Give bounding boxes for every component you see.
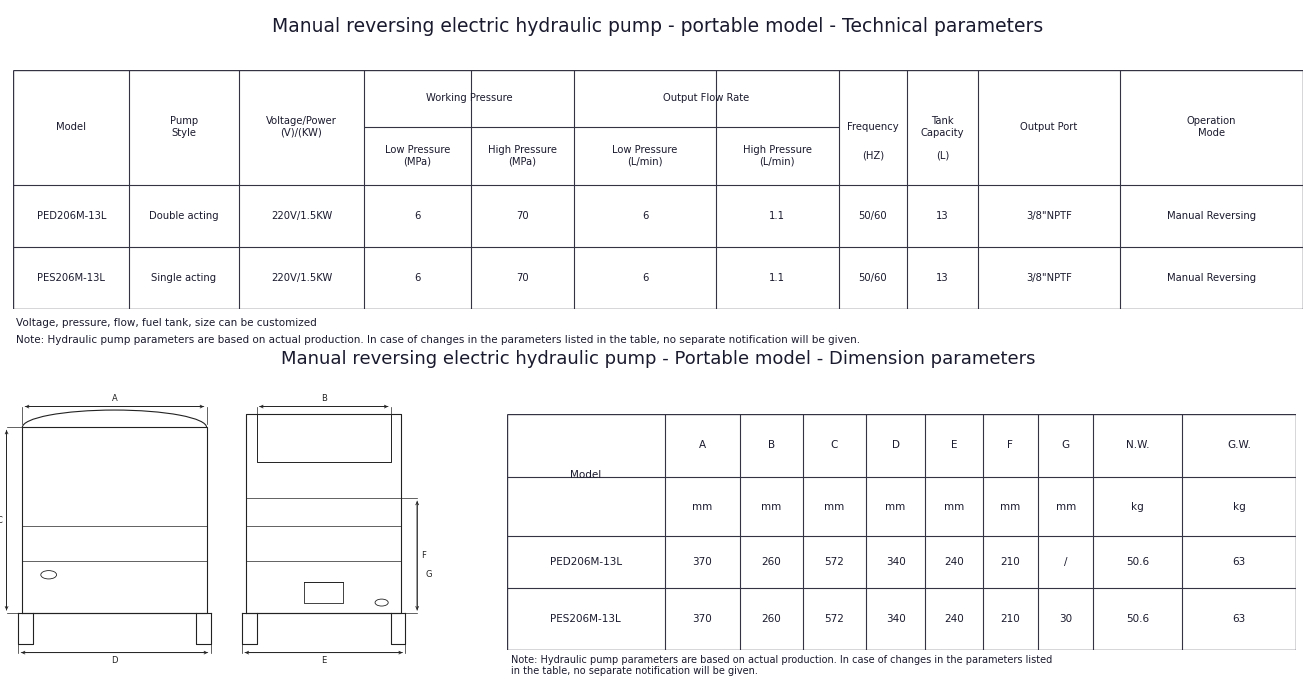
Text: A: A <box>699 441 705 450</box>
Text: Manual Reversing: Manual Reversing <box>1167 211 1255 221</box>
Text: mm: mm <box>824 502 845 512</box>
Text: mm: mm <box>1000 502 1020 512</box>
Text: A: A <box>112 394 117 403</box>
Text: Pump
Style: Pump Style <box>170 116 199 138</box>
Text: C: C <box>0 516 3 525</box>
Text: G: G <box>1062 441 1070 450</box>
Text: F: F <box>421 551 426 560</box>
Text: Output Port: Output Port <box>1020 122 1078 132</box>
Text: Low Pressure
(L/min): Low Pressure (L/min) <box>612 145 678 167</box>
Text: 260: 260 <box>761 614 782 624</box>
Text: mm: mm <box>1055 502 1075 512</box>
Text: 70: 70 <box>516 273 529 283</box>
Text: Manual reversing electric hydraulic pump - portable model - Technical parameters: Manual reversing electric hydraulic pump… <box>272 17 1044 36</box>
Text: 1.1: 1.1 <box>770 211 786 221</box>
Text: Frequency: Frequency <box>848 122 899 132</box>
Text: G.W.: G.W. <box>1227 441 1252 450</box>
Text: N.W.: N.W. <box>1125 441 1149 450</box>
Text: kg: kg <box>1233 502 1245 512</box>
Text: 210: 210 <box>1000 557 1020 567</box>
Text: 50/60: 50/60 <box>858 211 887 221</box>
Text: 220V/1.5KW: 220V/1.5KW <box>271 273 332 283</box>
Text: 572: 572 <box>824 557 845 567</box>
Text: B: B <box>767 441 775 450</box>
Text: E: E <box>950 441 957 450</box>
Text: 3/8"NPTF: 3/8"NPTF <box>1026 273 1071 283</box>
Text: 210: 210 <box>1000 614 1020 624</box>
Text: 63: 63 <box>1232 614 1246 624</box>
Text: 50.6: 50.6 <box>1126 557 1149 567</box>
Text: 50.6: 50.6 <box>1126 614 1149 624</box>
Text: 13: 13 <box>936 273 949 283</box>
Text: 6: 6 <box>415 273 421 283</box>
Text: Output Flow Rate: Output Flow Rate <box>663 93 750 104</box>
Text: Single acting: Single acting <box>151 273 217 283</box>
Text: 6: 6 <box>415 211 421 221</box>
Text: PED206M-13L: PED206M-13L <box>550 557 621 567</box>
Text: Double acting: Double acting <box>149 211 218 221</box>
Text: 340: 340 <box>886 614 905 624</box>
Text: 370: 370 <box>692 614 712 624</box>
Text: 63: 63 <box>1232 557 1246 567</box>
Text: High Pressure
(L/min): High Pressure (L/min) <box>742 145 812 167</box>
Text: D: D <box>112 656 117 665</box>
Text: D: D <box>891 441 900 450</box>
Text: (L): (L) <box>936 151 949 161</box>
Text: Voltage/Power
(V)/(KW): Voltage/Power (V)/(KW) <box>266 116 337 138</box>
Text: PES206M-13L: PES206M-13L <box>37 273 105 283</box>
Text: 6: 6 <box>642 211 649 221</box>
Text: /: / <box>1063 557 1067 567</box>
Text: Model: Model <box>57 122 86 132</box>
Text: 1.1: 1.1 <box>770 273 786 283</box>
Text: F: F <box>1008 441 1013 450</box>
Text: Model: Model <box>570 470 601 480</box>
Text: Note: Hydraulic pump parameters are based on actual production. In case of chang: Note: Hydraulic pump parameters are base… <box>511 655 1051 676</box>
Text: Voltage, pressure, flow, fuel tank, size can be customized: Voltage, pressure, flow, fuel tank, size… <box>16 318 317 327</box>
Text: E: E <box>321 656 326 665</box>
Text: 340: 340 <box>886 557 905 567</box>
Text: Working Pressure: Working Pressure <box>426 93 512 104</box>
Text: Manual Reversing: Manual Reversing <box>1167 273 1255 283</box>
Text: 30: 30 <box>1059 614 1073 624</box>
Text: PED206M-13L: PED206M-13L <box>37 211 105 221</box>
Text: 13: 13 <box>936 211 949 221</box>
Text: 50/60: 50/60 <box>858 273 887 283</box>
Text: 370: 370 <box>692 557 712 567</box>
Text: 240: 240 <box>944 614 963 624</box>
Text: Manual reversing electric hydraulic pump - Portable model - Dimension parameters: Manual reversing electric hydraulic pump… <box>280 350 1036 368</box>
Text: High Pressure
(MPa): High Pressure (MPa) <box>488 145 557 167</box>
Text: Tank
Capacity: Tank Capacity <box>921 116 965 138</box>
Text: (HZ): (HZ) <box>862 151 884 161</box>
Text: Operation
Mode: Operation Mode <box>1187 116 1236 138</box>
Text: 572: 572 <box>824 614 845 624</box>
Text: kg: kg <box>1132 502 1144 512</box>
Text: mm: mm <box>761 502 782 512</box>
Text: G: G <box>425 571 432 579</box>
Text: Note: Hydraulic pump parameters are based on actual production. In case of chang: Note: Hydraulic pump parameters are base… <box>16 335 859 345</box>
Text: 70: 70 <box>516 211 529 221</box>
Text: mm: mm <box>944 502 965 512</box>
Text: C: C <box>830 441 838 450</box>
Text: 260: 260 <box>761 557 782 567</box>
Text: 240: 240 <box>944 557 963 567</box>
Text: 3/8"NPTF: 3/8"NPTF <box>1026 211 1071 221</box>
Text: mm: mm <box>692 502 712 512</box>
Text: B: B <box>321 394 326 403</box>
Text: mm: mm <box>886 502 905 512</box>
Text: Low Pressure
(MPa): Low Pressure (MPa) <box>384 145 450 167</box>
Text: PES206M-13L: PES206M-13L <box>550 614 621 624</box>
Text: 220V/1.5KW: 220V/1.5KW <box>271 211 332 221</box>
Text: 6: 6 <box>642 273 649 283</box>
